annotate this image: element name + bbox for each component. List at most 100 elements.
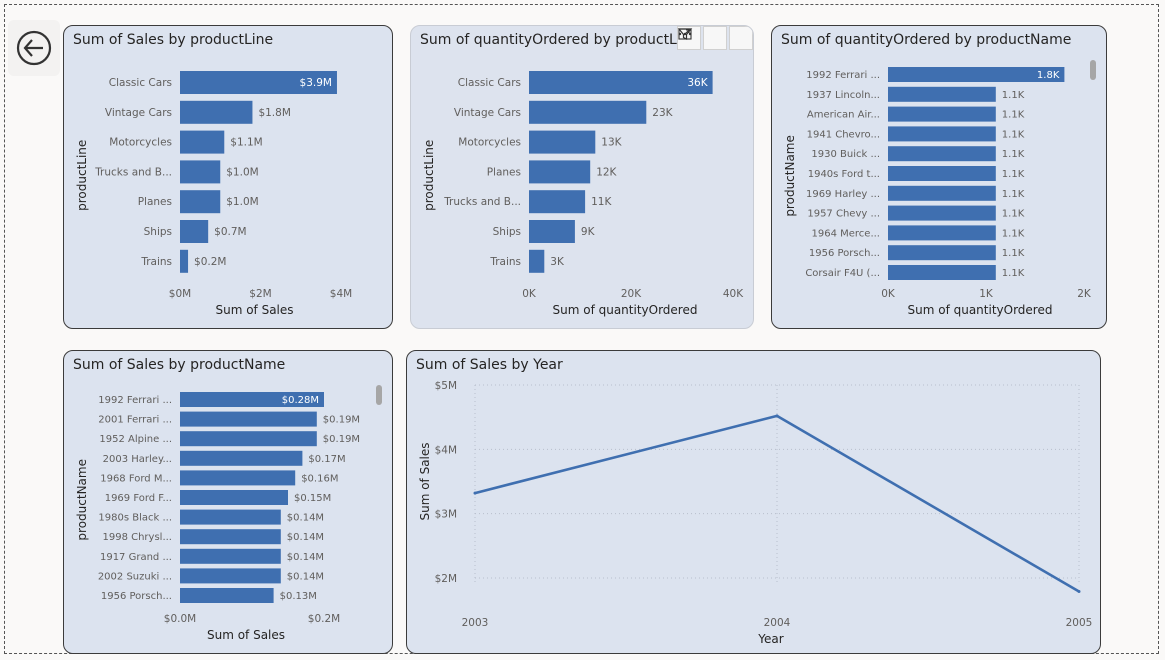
y-axis-title: productLine <box>75 140 89 211</box>
category-label: 1998 Chrysl... <box>102 532 172 543</box>
data-label: 13K <box>601 137 622 149</box>
category-label: Motorcycles <box>109 137 172 149</box>
category-label: 1941 Chevro... <box>807 129 880 140</box>
y-axis-title: productLine <box>422 140 436 211</box>
x-tick-label: 40K <box>723 288 744 300</box>
chart-sales-by-productline[interactable]: Sum of Sales by productLine Classic Cars… <box>63 25 393 329</box>
bar <box>888 245 996 261</box>
bar <box>888 265 996 280</box>
back-button[interactable] <box>8 20 60 76</box>
category-label: 1930 Buick ... <box>811 149 880 160</box>
bar <box>888 106 996 122</box>
category-label: 1937 Lincoln... <box>806 90 880 101</box>
data-label: 1.1K <box>1002 110 1025 121</box>
bar <box>529 100 647 124</box>
x-axis-title: Year <box>757 632 783 646</box>
chart-svg: 1992 Ferrari ... 1.8K 1937 Lincoln... 1.1K A… <box>783 67 1092 317</box>
category-label: 1968 Ford M... <box>100 473 172 484</box>
y-tick-label: $2M <box>435 573 457 585</box>
category-label: Classic Cars <box>458 77 521 89</box>
bar <box>180 249 189 273</box>
x-axis-title: Sum of quantityOrdered <box>908 303 1053 317</box>
data-label: 1.1K <box>1002 189 1025 200</box>
data-label: 1.8K <box>1037 70 1060 81</box>
x-axis-title: Sum of quantityOrdered <box>553 303 698 317</box>
chart-quantity-by-productline[interactable]: Sum of quantityOrdered by productLine Cl… <box>410 25 754 329</box>
y-axis-title: Sum of Sales <box>418 442 432 520</box>
chart-title: Sum of Sales by productLine <box>73 32 274 48</box>
category-label: Classic Cars <box>109 77 172 89</box>
data-label: $0.14M <box>287 513 324 524</box>
bar <box>529 220 575 243</box>
data-label: $0.7M <box>214 226 246 238</box>
data-label: 1.1K <box>1002 169 1025 180</box>
data-label: 1.1K <box>1002 268 1025 279</box>
data-label: $1.0M <box>226 196 258 208</box>
bar <box>529 190 586 214</box>
data-label: $0.13M <box>280 591 317 602</box>
x-tick-label: 2005 <box>1066 617 1093 629</box>
chart-quantity-by-productname[interactable]: Sum of quantityOrdered by productName 19… <box>771 25 1107 329</box>
bar <box>180 548 281 564</box>
chart-sales-by-year[interactable]: Sum of Sales by Year $2M $3M $4M $5M 2003 200… <box>406 350 1101 654</box>
category-label: 2001 Ferrari ... <box>98 415 172 426</box>
bar <box>180 411 317 427</box>
bar <box>180 588 274 603</box>
data-label: $0.14M <box>287 552 324 563</box>
bar <box>180 509 281 525</box>
category-label: 1957 Chevy ... <box>807 209 880 220</box>
category-label: Ships <box>493 226 521 238</box>
back-arrow-icon <box>16 30 52 66</box>
category-label: Planes <box>487 166 521 178</box>
scrollbar[interactable] <box>376 385 382 405</box>
data-label: $0.2M <box>194 256 226 268</box>
bar <box>180 450 303 466</box>
category-label: Ships <box>144 226 172 238</box>
data-label: 1.1K <box>1002 228 1025 239</box>
data-label: 1.1K <box>1002 209 1025 220</box>
data-point <box>473 491 477 495</box>
bar <box>180 568 281 584</box>
bar <box>888 86 996 102</box>
bar <box>180 431 317 447</box>
bar <box>180 100 253 124</box>
category-label: Trains <box>489 256 521 268</box>
more-options-button[interactable] <box>678 26 753 50</box>
category-label: 1940s Ford t... <box>808 169 880 180</box>
chart-svg: Classic Cars 36K Vintage Cars 23K Motorcycle… <box>422 71 744 317</box>
data-label: $1.1M <box>230 137 262 149</box>
category-label: Planes <box>138 196 172 208</box>
visual-header <box>677 26 753 50</box>
bar <box>180 160 221 184</box>
category-label: Vintage Cars <box>105 107 172 119</box>
scrollbar[interactable] <box>1090 60 1096 80</box>
data-label: $0.28M <box>282 395 319 406</box>
category-label: 1964 Merce... <box>812 228 881 239</box>
x-tick-label: 0K <box>522 288 537 300</box>
data-label: 36K <box>687 77 708 89</box>
data-label: 9K <box>581 226 596 238</box>
bar <box>888 185 996 201</box>
bar <box>888 205 996 221</box>
chart-title: Sum of quantityOrdered by productLine <box>420 32 699 48</box>
chart-svg: 1992 Ferrari ... $0.28M 2001 Ferrari ... $0… <box>75 392 360 642</box>
bar <box>888 67 1065 82</box>
bar <box>529 249 545 273</box>
category-label: Trucks and B... <box>443 196 521 208</box>
bar <box>180 470 296 486</box>
focus-mode-button[interactable] <box>678 26 727 50</box>
category-label: 1956 Porsch... <box>809 248 880 259</box>
y-tick-label: $5M <box>435 380 457 392</box>
data-label: 12K <box>596 166 617 178</box>
bar <box>180 529 281 545</box>
data-point <box>1077 590 1081 594</box>
category-label: Trucks and B... <box>94 166 172 178</box>
chart-sales-by-productname[interactable]: Sum of Sales by productName 1992 Ferrari… <box>63 350 393 654</box>
chart-title: Sum of quantityOrdered by productName <box>781 32 1072 48</box>
x-tick-label: 20K <box>621 288 642 300</box>
bar <box>180 220 209 243</box>
chart-svg: $2M $3M $4M $5M 2003 2004 2005 Year Sum of Sales <box>418 380 1093 646</box>
category-label: Trains <box>140 256 172 268</box>
data-label: $0.19M <box>323 415 360 426</box>
x-axis-title: Sum of Sales <box>215 303 293 317</box>
